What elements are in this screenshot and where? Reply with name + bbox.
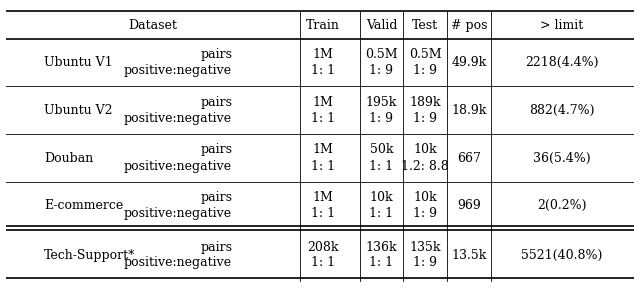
Text: 1: 1: 1: 1 xyxy=(311,256,335,269)
Text: 13.5k: 13.5k xyxy=(452,249,487,262)
Text: 135k: 135k xyxy=(410,241,441,254)
Text: 1: 9: 1: 9 xyxy=(369,112,394,125)
Text: positive:negative: positive:negative xyxy=(124,64,232,77)
Text: 208k: 208k xyxy=(307,241,339,254)
Text: 136k: 136k xyxy=(365,241,397,254)
Text: E-commerce: E-commerce xyxy=(44,199,124,212)
Text: 1: 1: 1: 1 xyxy=(369,160,394,173)
Text: 1: 9: 1: 9 xyxy=(413,256,437,269)
Text: pairs: pairs xyxy=(200,48,232,61)
Text: 882(4.7%): 882(4.7%) xyxy=(529,104,595,117)
Text: 1M: 1M xyxy=(313,96,333,109)
Text: 50k: 50k xyxy=(370,143,393,157)
Text: 1M: 1M xyxy=(313,143,333,157)
Text: positive:negative: positive:negative xyxy=(124,160,232,173)
Text: Test: Test xyxy=(412,19,438,31)
Text: 1M: 1M xyxy=(313,191,333,204)
Text: pairs: pairs xyxy=(200,241,232,254)
Text: 49.9k: 49.9k xyxy=(452,56,487,69)
Text: 1: 1: 1: 1 xyxy=(311,207,335,221)
Text: positive:negative: positive:negative xyxy=(124,207,232,221)
Text: 1: 9: 1: 9 xyxy=(413,207,437,221)
Text: 0.5M: 0.5M xyxy=(365,48,398,61)
Text: Dataset: Dataset xyxy=(129,19,178,31)
Text: 1: 9: 1: 9 xyxy=(413,64,437,77)
Text: 1: 1: 1: 1 xyxy=(369,207,394,221)
Text: pairs: pairs xyxy=(200,191,232,204)
Text: 10k: 10k xyxy=(413,143,437,157)
Text: 969: 969 xyxy=(458,199,481,212)
Text: 36(5.4%): 36(5.4%) xyxy=(533,152,591,164)
Text: 1: 1: 1: 1 xyxy=(311,64,335,77)
Text: 0.5M: 0.5M xyxy=(409,48,442,61)
Text: positive:negative: positive:negative xyxy=(124,256,232,269)
Text: 18.9k: 18.9k xyxy=(452,104,487,117)
Text: > limit: > limit xyxy=(540,19,584,31)
Text: 195k: 195k xyxy=(366,96,397,109)
Text: 1.2: 8.8: 1.2: 8.8 xyxy=(401,160,449,173)
Text: 1: 1: 1: 1 xyxy=(369,256,394,269)
Text: # pos: # pos xyxy=(451,19,488,31)
Text: pairs: pairs xyxy=(200,96,232,109)
Text: 10k: 10k xyxy=(413,191,437,204)
Text: 1: 9: 1: 9 xyxy=(369,64,394,77)
Text: 1: 1: 1: 1 xyxy=(311,160,335,173)
Text: Tech-Support*: Tech-Support* xyxy=(44,249,136,262)
Text: Ubuntu V1: Ubuntu V1 xyxy=(44,56,113,69)
Text: Valid: Valid xyxy=(365,19,397,31)
Text: 1M: 1M xyxy=(313,48,333,61)
Text: pairs: pairs xyxy=(200,143,232,157)
Text: 5521(40.8%): 5521(40.8%) xyxy=(522,249,603,262)
Text: Train: Train xyxy=(306,19,340,31)
Text: 2218(4.4%): 2218(4.4%) xyxy=(525,56,599,69)
Text: 189k: 189k xyxy=(410,96,441,109)
Text: Douban: Douban xyxy=(44,152,93,164)
Text: Ubuntu V2: Ubuntu V2 xyxy=(44,104,113,117)
Text: 10k: 10k xyxy=(370,191,393,204)
Text: positive:negative: positive:negative xyxy=(124,112,232,125)
Text: 1: 1: 1: 1 xyxy=(311,112,335,125)
Text: 2(0.2%): 2(0.2%) xyxy=(538,199,587,212)
Text: 1: 9: 1: 9 xyxy=(413,112,437,125)
Text: 667: 667 xyxy=(458,152,481,164)
